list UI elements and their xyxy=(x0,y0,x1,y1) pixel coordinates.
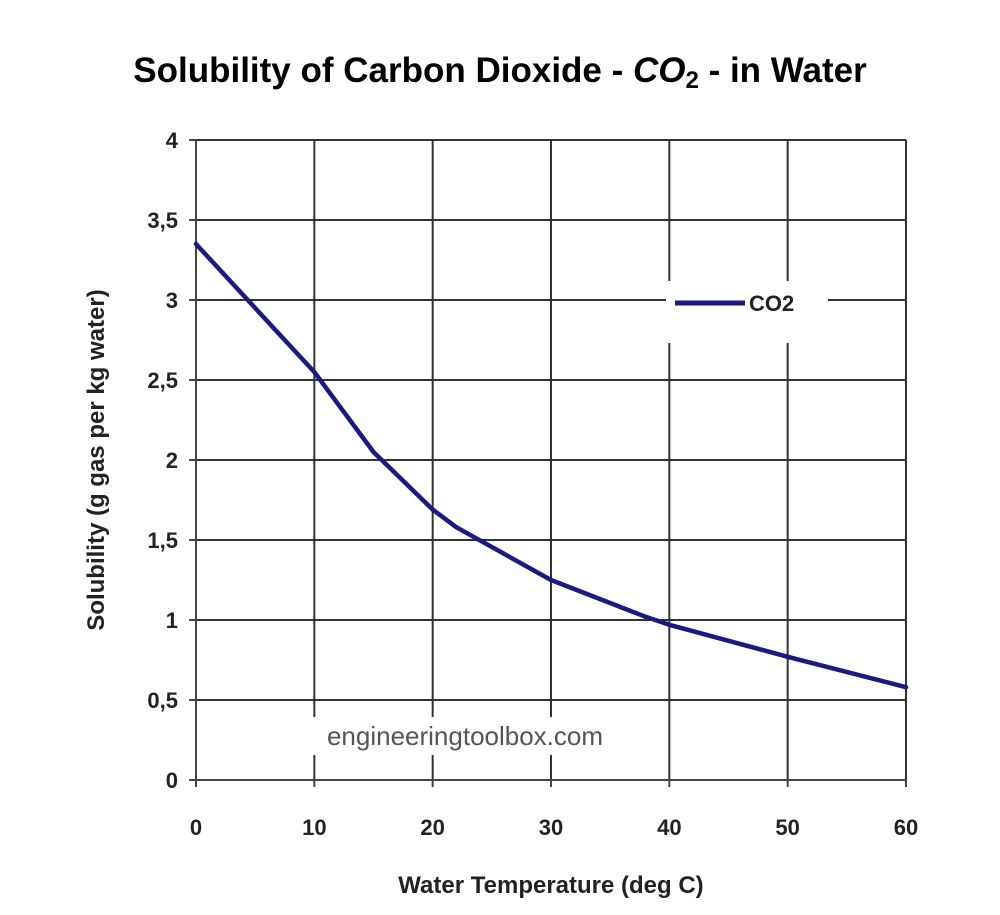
data-point xyxy=(667,622,672,627)
series xyxy=(193,241,909,690)
y-tick-label-1: 0,5 xyxy=(147,688,178,713)
y-tick-label-7: 3,5 xyxy=(147,208,178,233)
x-tick-label-1: 10 xyxy=(302,815,326,840)
watermark-group: engineeringtoolbox.com xyxy=(282,717,650,755)
data-point xyxy=(312,369,317,375)
y-tick-label-6: 3 xyxy=(166,288,178,313)
x-tick-label-0: 0 xyxy=(190,815,202,840)
data-point xyxy=(548,577,554,583)
data-point xyxy=(643,614,648,619)
x-tick-label-2: 20 xyxy=(420,815,444,840)
y-tick-label-5: 2,5 xyxy=(147,368,178,393)
data-point xyxy=(454,525,459,530)
watermark-background xyxy=(282,717,650,755)
data-point xyxy=(785,654,790,659)
legend-label-co2: CO2 xyxy=(749,291,794,316)
x-tick-label-3: 30 xyxy=(539,815,563,840)
data-point xyxy=(193,241,199,247)
y-axis-label: Solubility (g gas per kg water) xyxy=(83,289,110,630)
legend-box xyxy=(666,281,828,343)
data-point xyxy=(430,507,435,512)
series-line-co2 xyxy=(193,241,909,690)
y-tick-label-4: 2 xyxy=(166,448,178,473)
y-tick-label-3: 1,5 xyxy=(147,528,178,553)
axes xyxy=(189,139,907,787)
watermark: engineeringtoolbox.com xyxy=(327,721,603,751)
legend: CO2 xyxy=(666,281,828,343)
chart-title: Solubility of Carbon Dioxide - CO2 - in … xyxy=(133,51,867,94)
x-tick-label-6: 60 xyxy=(894,815,918,840)
tick-labels: 00,511,522,533,540 10 20 30 40 50 60 xyxy=(147,128,918,840)
y-tick-label-0: 0 xyxy=(166,768,178,793)
data-point xyxy=(371,449,376,455)
x-tick-label-4: 40 xyxy=(657,815,681,840)
y-tick-label-8: 4 xyxy=(166,128,179,153)
grid xyxy=(196,139,907,780)
x-tick-label-5: 50 xyxy=(775,815,799,840)
x-axis-label: Water Temperature (deg C) xyxy=(398,872,703,899)
data-point xyxy=(903,685,909,690)
y-tick-label-2: 1 xyxy=(166,608,178,633)
